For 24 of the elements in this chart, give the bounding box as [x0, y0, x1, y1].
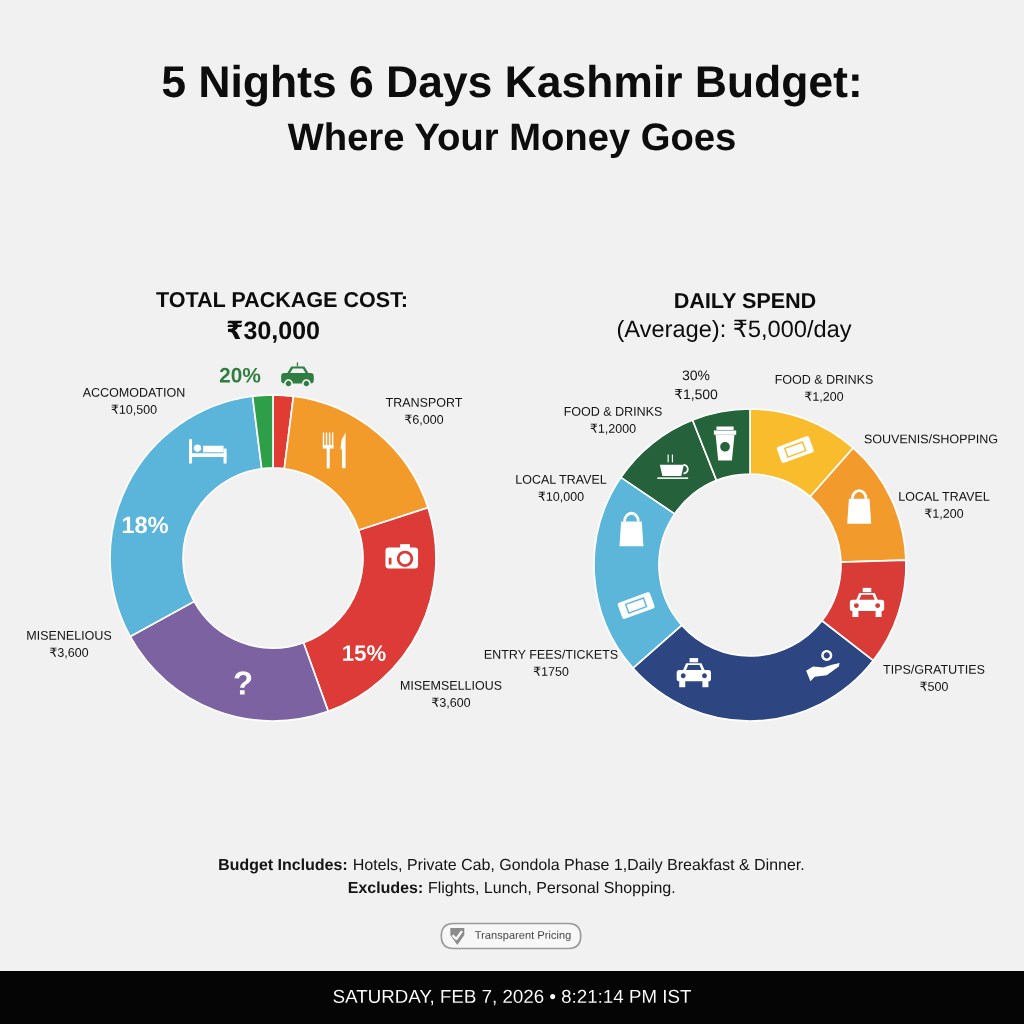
text: ?: [234, 671, 252, 695]
text: Budget Includes: Hotels, Private Cab, Gondola Phase 1,Daily Breakfast & Dinner.: [219, 858, 804, 874]
text: FOOD & DRINKS ₹1,200: [775, 374, 873, 403]
text: 20%: [219, 367, 261, 383]
text: Where Your Money Goes: [287, 122, 735, 158]
text: MISEMSELLIOUS ₹3,600: [400, 680, 502, 709]
text: 15%: [343, 645, 386, 661]
text: ENTRY FEES/TICKETS ₹1750: [484, 649, 618, 676]
chart-title: TOTAL PACKAGE COST: ₹30,000: [156, 291, 406, 343]
text: Excludes: Flights, Lunch, Personal Shopping.: [348, 881, 675, 897]
text: 30% ₹1,500: [674, 370, 718, 401]
text: ACCOMODATION ₹10,500: [82, 387, 185, 416]
text: SOUVENIS/SHOPPING: [864, 434, 998, 444]
text: SATURDAY, FEB 7, 2026 • 8:21:14 PM IST: [333, 989, 691, 1006]
text: 5 Nights 6 Days Kashmir Budget:: [162, 64, 859, 107]
text: MISENELIOUS ₹3,600: [27, 630, 112, 659]
text: 18%: [122, 516, 169, 534]
text: Transparent Pricing: [474, 930, 571, 942]
chart-title: DAILY SPEND (Average): ₹5,000/day: [617, 292, 852, 342]
text: LOCAL TRAVEL ₹1,200: [899, 491, 990, 520]
text: TRANSPORT ₹6,000: [385, 397, 463, 426]
text: LOCAL TRAVEL ₹10,000: [516, 474, 607, 503]
text: TIPS/GRATUTIES ₹500: [883, 664, 985, 691]
text: FOOD & DRINKS ₹1,2000: [564, 406, 662, 435]
